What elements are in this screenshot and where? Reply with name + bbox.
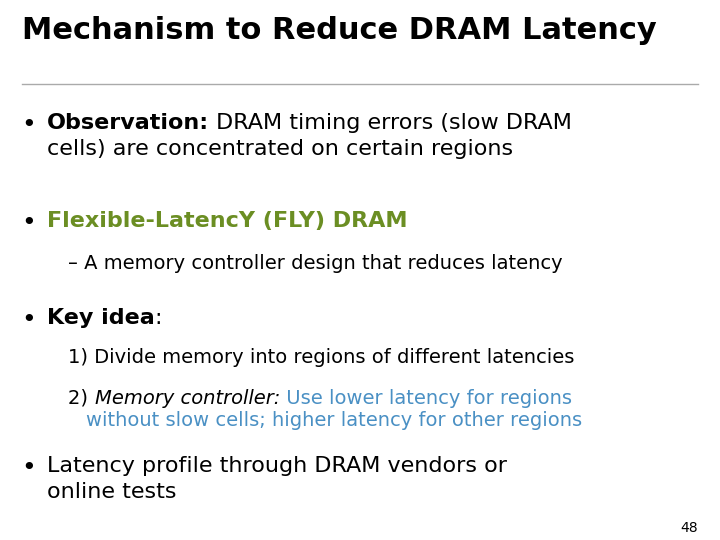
Text: •: • [22,211,36,234]
Text: – A memory controller design that reduces latency: – A memory controller design that reduce… [68,254,563,273]
Text: Key idea: Key idea [47,308,155,328]
Text: •: • [22,456,36,480]
Text: Memory controller:: Memory controller: [94,389,280,408]
Text: Observation:: Observation: [47,113,209,133]
Text: DRAM timing errors (slow DRAM: DRAM timing errors (slow DRAM [209,113,572,133]
Text: 1) Divide memory into regions of different latencies: 1) Divide memory into regions of differe… [68,348,575,367]
Text: cells) are concentrated on certain regions: cells) are concentrated on certain regio… [47,139,513,159]
Text: Mechanism to Reduce DRAM Latency: Mechanism to Reduce DRAM Latency [22,16,657,45]
Text: •: • [22,113,36,137]
Text: Latency profile through DRAM vendors or: Latency profile through DRAM vendors or [47,456,507,476]
Text: Flexible-LatencY (FLY) DRAM: Flexible-LatencY (FLY) DRAM [47,211,408,231]
Text: without slow cells; higher latency for other regions: without slow cells; higher latency for o… [86,411,582,430]
Text: 2): 2) [68,389,94,408]
Text: 48: 48 [681,521,698,535]
Text: :: : [155,308,162,328]
Text: Use lower latency for regions: Use lower latency for regions [280,389,572,408]
Text: •: • [22,308,36,332]
Text: online tests: online tests [47,482,176,502]
